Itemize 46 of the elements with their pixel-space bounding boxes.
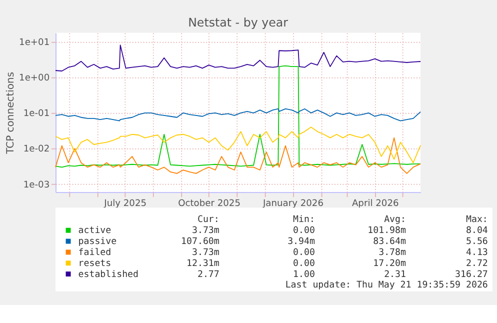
text: 2.77: [197, 270, 220, 280]
legend-label: resets: [78, 258, 112, 269]
y-tick-label: 1e+01: [19, 38, 50, 48]
x-tick-label: October 2025: [178, 199, 241, 210]
text: 5.56: [466, 236, 488, 247]
text: 107.60m: [181, 236, 220, 247]
text: 3.78m: [378, 248, 406, 258]
text: 83.64m: [373, 236, 406, 247]
text: 17.20m: [373, 258, 406, 269]
text: 0.00: [293, 258, 315, 269]
legend-label: active: [78, 226, 112, 236]
x-tick-label: July 2025: [103, 199, 147, 210]
line-series: [55, 137, 421, 174]
y-tick-label: 1e-03: [23, 180, 50, 190]
line-series: [55, 126, 421, 164]
text: 3.73m: [192, 226, 220, 236]
y-tick-label: 1e+00: [19, 73, 50, 84]
text: 2.72: [466, 258, 488, 269]
text: 3.94m: [288, 236, 316, 247]
text: 12.31m: [186, 258, 220, 269]
line-series: [55, 108, 421, 122]
y-tick-label: 1e-01: [23, 109, 50, 120]
y-tick-label: 1e-02: [23, 144, 50, 155]
text: 316.27: [455, 270, 488, 280]
text: Avg:: [384, 215, 406, 226]
legend-label: passive: [78, 236, 117, 247]
text: 4.13: [466, 248, 488, 258]
text: 0.00: [293, 226, 315, 236]
text: Max:: [466, 215, 488, 226]
text: 2.31: [384, 270, 406, 280]
x-tick-label: April 2026: [352, 199, 399, 210]
text: Last update: Thu May 21 19:35:59 2026: [285, 280, 488, 291]
text: 3.73m: [192, 248, 220, 258]
text: 0.00: [293, 248, 315, 258]
chart-title: Netstat - by year: [188, 15, 288, 30]
text: 8.04: [466, 226, 488, 236]
text: 101.98m: [368, 226, 406, 236]
x-tick-label: January 2026: [262, 199, 324, 210]
text: Cur:: [197, 215, 220, 226]
legend-label: established: [78, 270, 139, 280]
text: Min:: [293, 215, 315, 226]
line-series: [55, 65, 421, 168]
line-series: [55, 44, 421, 72]
y-axis-title: TCP connections: [6, 72, 17, 155]
legend-label: failed: [78, 248, 112, 258]
text: 1.00: [293, 270, 315, 280]
